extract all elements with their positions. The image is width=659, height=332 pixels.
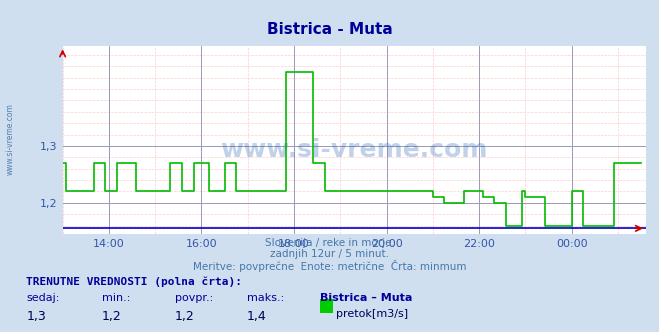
Text: www.si-vreme.com: www.si-vreme.com xyxy=(221,138,488,162)
Text: povpr.:: povpr.: xyxy=(175,293,213,303)
Text: zadnjih 12ur / 5 minut.: zadnjih 12ur / 5 minut. xyxy=(270,249,389,259)
Text: 1,2: 1,2 xyxy=(175,310,194,323)
Text: maks.:: maks.: xyxy=(247,293,285,303)
Text: Bistrica - Muta: Bistrica - Muta xyxy=(267,22,392,37)
Text: sedaj:: sedaj: xyxy=(26,293,60,303)
Text: pretok[m3/s]: pretok[m3/s] xyxy=(336,309,408,319)
Text: Meritve: povprečne  Enote: metrične  Črta: minmum: Meritve: povprečne Enote: metrične Črta:… xyxy=(192,260,467,272)
Text: 1,4: 1,4 xyxy=(247,310,267,323)
Text: min.:: min.: xyxy=(102,293,130,303)
Text: Bistrica – Muta: Bistrica – Muta xyxy=(320,293,412,303)
Text: www.si-vreme.com: www.si-vreme.com xyxy=(5,104,14,175)
Text: 1,2: 1,2 xyxy=(102,310,122,323)
Text: Slovenija / reke in morje.: Slovenija / reke in morje. xyxy=(264,238,395,248)
Text: TRENUTNE VREDNOSTI (polna črta):: TRENUTNE VREDNOSTI (polna črta): xyxy=(26,276,243,287)
Text: 1,3: 1,3 xyxy=(26,310,46,323)
